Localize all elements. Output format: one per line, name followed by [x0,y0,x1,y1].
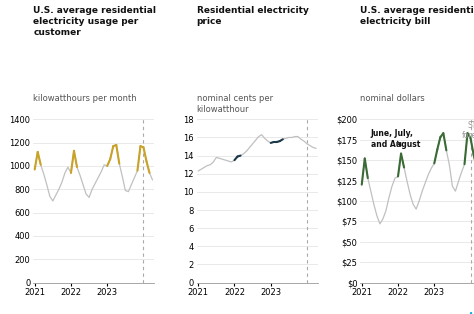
Text: STEO
forecast: STEO forecast [462,121,474,140]
Text: June, July,
and August: June, July, and August [371,129,420,149]
Text: eia: eia [460,312,474,314]
Text: U.S. average residential
electricity usage per
customer: U.S. average residential electricity usa… [33,6,156,37]
Text: nominal cents per
kilowatthour: nominal cents per kilowatthour [197,94,273,114]
Text: U.S. average residential
electricity bill: U.S. average residential electricity bil… [360,6,474,26]
Text: nominal dollars: nominal dollars [360,94,425,103]
Text: kilowatthours per month: kilowatthours per month [33,94,137,103]
Text: Residential electricity
price: Residential electricity price [197,6,309,26]
